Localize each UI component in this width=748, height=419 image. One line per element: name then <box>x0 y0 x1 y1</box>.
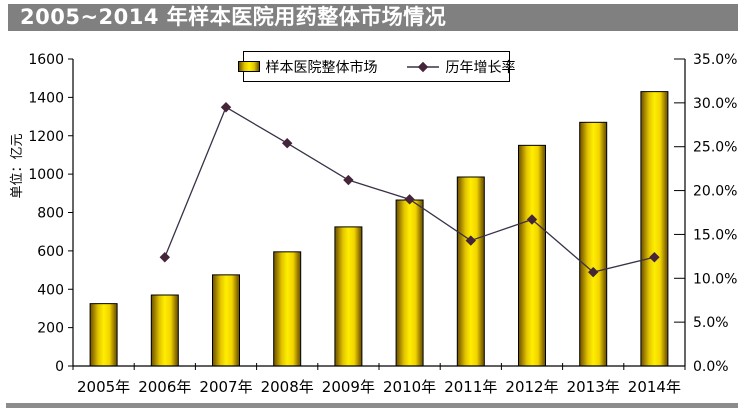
chart-title: 2005~2014 年样本医院用药整体市场情况 <box>20 5 447 29</box>
bar-2014年 <box>640 91 669 367</box>
x-tick-label: 2005年 <box>77 378 130 396</box>
bar-2011年 <box>456 176 485 367</box>
left-axis-unit-label: 单位：亿元 <box>10 133 25 199</box>
x-tick-label: 2014年 <box>628 378 681 396</box>
growth-rate-marker <box>465 235 477 246</box>
x-tick-label: 2007年 <box>199 378 252 396</box>
growth-rate-marker <box>159 252 171 263</box>
chart-legend: 样本医院整体市场 历年增长率 <box>237 51 516 82</box>
bar-series-swatch-icon <box>237 61 260 72</box>
left-axis-tick-label: 1400 <box>28 90 64 106</box>
legend-label-market: 样本医院整体市场 <box>265 59 378 76</box>
growth-rate-marker <box>587 266 599 278</box>
growth-rate-marker <box>343 174 354 186</box>
legend-label-growth: 历年增长率 <box>445 59 516 76</box>
right-axis-tick-label: 0.0% <box>693 359 729 375</box>
bar-2007年 <box>212 274 240 367</box>
legend-item-market: 样本医院整体市场 <box>237 57 378 77</box>
left-axis-tick-label: 800 <box>37 206 64 222</box>
growth-rate-marker <box>220 102 232 113</box>
x-tick-label: 2009年 <box>322 378 375 396</box>
bar-2008年 <box>273 251 302 367</box>
right-axis-tick-label: 5.0% <box>693 315 729 331</box>
bar-2012年 <box>518 144 546 367</box>
x-tick-label: 2012年 <box>505 378 558 396</box>
x-tick-label: 2010年 <box>383 378 436 396</box>
left-axis-tick-label: 200 <box>37 321 64 337</box>
bar-2013年 <box>579 121 608 367</box>
bar-2009年 <box>334 226 363 367</box>
right-axis-tick-label: 25.0% <box>693 140 737 156</box>
bottom-divider-rule <box>6 403 738 408</box>
x-tick-label: 2011年 <box>444 378 497 396</box>
right-axis-tick-label: 15.0% <box>693 227 737 243</box>
x-tick-label: 2013年 <box>567 378 620 396</box>
left-axis-tick-label: 1000 <box>28 167 64 183</box>
x-tick-label: 2008年 <box>261 378 314 396</box>
left-axis-tick-label: 0 <box>55 359 64 375</box>
legend-item-growth: 历年增长率 <box>406 57 516 77</box>
right-axis-tick-label: 35.0% <box>693 52 737 68</box>
bar-2010年 <box>395 199 424 367</box>
line-series-swatch-icon <box>406 61 440 73</box>
bar-2005年 <box>89 303 118 367</box>
left-axis-tick-label: 1200 <box>28 129 64 145</box>
left-axis-tick-label: 1600 <box>28 52 64 68</box>
bar-2006年 <box>150 294 179 367</box>
left-axis-tick-label: 400 <box>37 282 64 298</box>
growth-rate-marker <box>404 194 415 205</box>
left-axis-tick-label: 600 <box>37 244 64 260</box>
growth-rate-marker <box>649 252 660 263</box>
chart-title-bar: 2005~2014 年样本医院用药整体市场情况 <box>8 4 738 31</box>
right-axis-tick-label: 10.0% <box>693 271 737 287</box>
line-marker-sample-icon <box>406 61 439 72</box>
right-axis-tick-label: 20.0% <box>693 184 737 200</box>
right-axis-tick-label: 30.0% <box>693 96 737 112</box>
growth-rate-marker <box>526 214 538 225</box>
x-tick-label: 2006年 <box>138 378 191 396</box>
growth-rate-marker <box>281 137 293 149</box>
